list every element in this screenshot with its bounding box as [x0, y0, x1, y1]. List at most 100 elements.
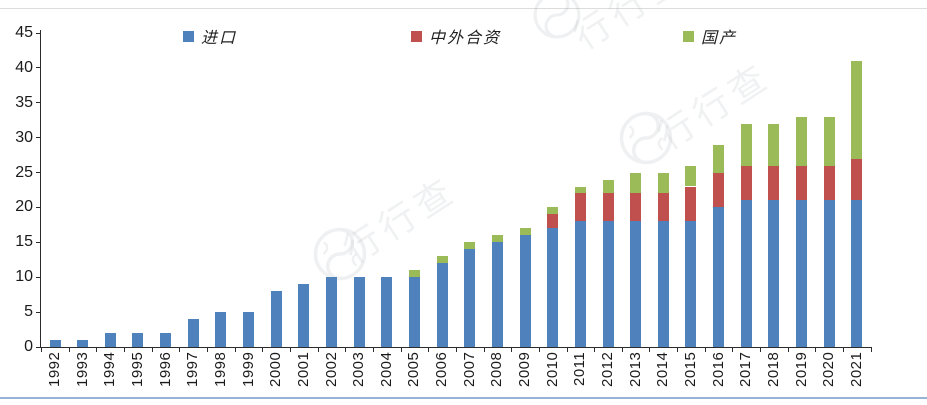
bar-2001-进口 [298, 284, 310, 347]
x-axis-label-2017: 2017 [737, 352, 755, 388]
x-axis-tick [124, 348, 126, 352]
x-axis-label-2010: 2010 [543, 352, 561, 388]
x-axis-label-1994: 1994 [101, 352, 119, 388]
y-axis-label-40: 40 [15, 58, 33, 76]
bar-2008-国产 [491, 235, 503, 243]
bar-2021-进口 [851, 200, 863, 347]
bar-1996-进口 [160, 333, 172, 347]
x-axis-tick [732, 348, 734, 352]
x-axis-label-2012: 2012 [599, 352, 616, 388]
x-axis-label-2014: 2014 [654, 352, 672, 388]
x-axis-tick [538, 348, 540, 352]
x-axis-tick [511, 348, 513, 352]
x-axis-label-2001: 2001 [294, 352, 312, 388]
y-axis-tick [36, 137, 41, 139]
x-axis-tick [317, 348, 319, 352]
legend-item-joint-venture: 中外合资 [411, 24, 501, 48]
bar-2010-进口 [547, 228, 559, 347]
y-axis-tick [36, 102, 41, 104]
x-axis-label-2018: 2018 [764, 352, 782, 388]
y-axis-label-35: 35 [15, 93, 33, 111]
bar-2017-进口 [740, 200, 752, 347]
bar-2007-进口 [464, 249, 476, 347]
bar-2006-进口 [436, 263, 448, 347]
y-axis-tick [36, 206, 41, 208]
bar-1994-进口 [104, 333, 116, 347]
bar-2021-中外合资 [851, 158, 863, 201]
x-axis-tick [483, 348, 485, 352]
x-axis-label-2003: 2003 [350, 352, 368, 388]
bar-2012-中外合资 [602, 193, 614, 222]
x-axis-tick [151, 348, 153, 352]
legend-label-joint-venture: 中外合资 [429, 30, 502, 47]
legend-item-import: 进口 [183, 24, 237, 48]
x-axis-label-1997: 1997 [184, 352, 202, 388]
bar-2004-进口 [381, 277, 393, 347]
bar-2016-国产 [713, 144, 725, 173]
bar-2011-进口 [574, 221, 586, 347]
bar-2012-国产 [602, 179, 614, 194]
bar-2002-进口 [326, 277, 337, 347]
bar-2005-进口 [408, 277, 420, 347]
bar-1992-进口 [49, 340, 61, 347]
bar-2017-国产 [740, 123, 752, 166]
y-axis-tick [36, 172, 41, 174]
bar-2010-国产 [547, 207, 559, 215]
bar-2008-进口 [491, 242, 503, 347]
bottom-divider-line [0, 397, 927, 399]
x-axis-tick [870, 348, 872, 352]
x-axis-label-1995: 1995 [128, 352, 146, 388]
x-axis-label-1992: 1992 [46, 352, 63, 388]
bar-2014-中外合资 [657, 193, 669, 222]
x-axis-line [40, 347, 872, 348]
x-axis-tick [262, 348, 264, 352]
x-axis-tick [179, 348, 181, 352]
bar-2013-中外合资 [630, 193, 642, 222]
y-axis-tick [36, 346, 41, 348]
bar-1993-进口 [77, 340, 89, 347]
x-axis-tick [760, 348, 762, 352]
x-axis-tick [290, 348, 292, 352]
x-axis-tick [787, 348, 789, 352]
bar-2019-国产 [796, 116, 808, 166]
legend-item-domestic: 国产 [683, 24, 737, 48]
x-axis-tick [68, 348, 70, 352]
bar-2020-国产 [823, 116, 835, 166]
x-axis-label-2009: 2009 [516, 352, 534, 388]
x-axis-label-1993: 1993 [73, 352, 91, 388]
y-axis-tick [36, 32, 41, 34]
bar-2011-中外合资 [574, 193, 586, 222]
y-axis-tick [36, 311, 41, 313]
x-axis-tick [594, 348, 596, 352]
x-axis-tick [428, 348, 430, 352]
y-axis-label-10: 10 [15, 268, 33, 286]
bar-2015-进口 [685, 221, 697, 347]
bar-2010-中外合资 [547, 214, 559, 229]
legend-label-domestic: 国产 [701, 30, 738, 47]
x-axis-label-2006: 2006 [433, 352, 451, 388]
bar-1999-进口 [243, 312, 255, 347]
bar-2013-国产 [630, 172, 642, 194]
x-axis-label-2021: 2021 [847, 352, 865, 388]
x-axis-label-1998: 1998 [211, 352, 229, 388]
legend-swatch-joint-venture [411, 30, 422, 42]
watermark-text: 行行查 [650, 55, 779, 158]
bar-1997-进口 [187, 319, 199, 347]
x-axis-label-2013: 2013 [626, 352, 644, 388]
bar-2014-国产 [657, 172, 669, 194]
x-axis-tick [649, 348, 651, 352]
y-axis-label-20: 20 [15, 198, 33, 216]
x-axis-label-2019: 2019 [792, 352, 810, 388]
x-axis-tick [455, 348, 457, 352]
legend-label-import: 进口 [201, 30, 238, 47]
x-axis-tick [207, 348, 209, 352]
x-axis-tick [234, 348, 236, 352]
watermark-coin-logo [312, 226, 368, 282]
bar-2021-国产 [851, 60, 863, 159]
x-axis-label-2011: 2011 [571, 352, 589, 387]
y-axis-label-25: 25 [15, 163, 33, 181]
y-axis-label-5: 5 [24, 303, 33, 321]
x-axis-label-2002: 2002 [322, 352, 340, 388]
x-axis-label-2015: 2015 [681, 352, 699, 388]
legend-swatch-import [183, 30, 194, 42]
